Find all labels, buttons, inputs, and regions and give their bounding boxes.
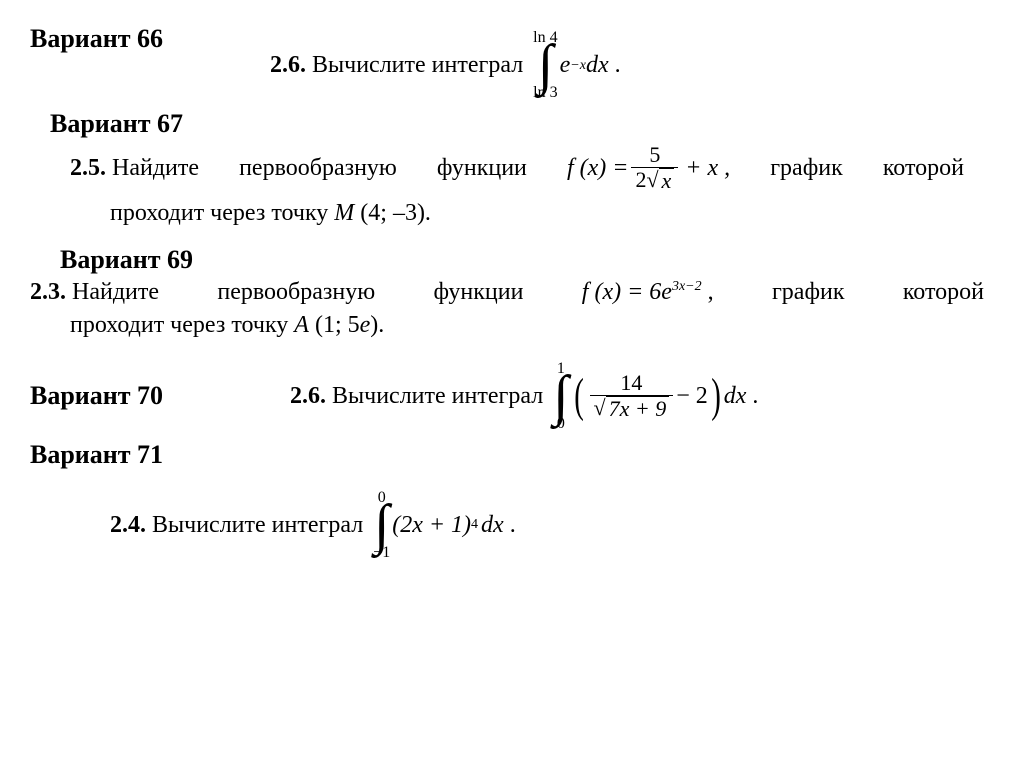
line2-text: проходит через точку — [70, 312, 288, 338]
integrand-exp: −x — [570, 58, 586, 74]
fraction: 14 √7x + 9 — [590, 371, 674, 421]
w2: первообразную — [239, 155, 397, 182]
period: . — [510, 512, 516, 539]
variant-67-label: Вариант 67 — [50, 109, 994, 139]
numerator: 14 — [616, 371, 646, 395]
w3: функции — [437, 155, 527, 182]
fx: f (x) = — [567, 155, 629, 182]
lower-limit: ln 3 — [533, 85, 557, 101]
fx-exp: 3x−2 — [672, 279, 702, 294]
integral-sign-icon: ∫ — [538, 46, 553, 85]
period: . — [615, 52, 621, 79]
problem-number: 2.6. — [290, 383, 326, 410]
variant-66-label: Вариант 66 — [30, 24, 270, 54]
minus-2: − 2 — [676, 383, 708, 410]
w4: график — [772, 279, 845, 306]
problem-2-4-v71: 2.4. Вычислите интеграл 0 ∫ −1 (2x + 1)4… — [110, 490, 994, 561]
rparen-icon: ) — [711, 384, 721, 408]
problem-text: Вычислите интеграл — [312, 52, 523, 79]
integral-sign-icon: ∫ — [553, 377, 568, 416]
dx: dx — [724, 383, 747, 410]
problem-text: Вычислите интеграл — [152, 512, 363, 539]
w5: которой — [883, 155, 964, 182]
integral-sign-icon: ∫ — [374, 506, 389, 545]
problem-number: 2.6. — [270, 52, 306, 79]
problem-2-5-line2: проходит через точку M (4; –3). — [30, 200, 994, 227]
lower-limit: 0 — [557, 416, 565, 432]
sqrt: √7x + 9 — [594, 396, 670, 421]
variant-71-label: Вариант 71 — [30, 440, 994, 470]
den-pre: 2 — [635, 168, 646, 192]
w2: первообразную — [217, 279, 375, 306]
pt-e: e — [360, 312, 371, 338]
integrand-exp: 4 — [471, 517, 478, 533]
dx: dx — [481, 512, 504, 539]
point-A: A — [294, 312, 309, 338]
point-M: M — [334, 200, 354, 226]
problem-2-6-v66: 2.6. Вычислите интеграл ln 4 ∫ ln 3 e−x … — [270, 30, 627, 101]
w1: Найдите — [112, 155, 199, 181]
problem-2-5-v67: 2.5. Найдите первообразную функции f (x)… — [70, 143, 970, 193]
lower-limit: −1 — [373, 545, 390, 561]
w3: функции — [433, 279, 523, 306]
point-val: (4; –3). — [360, 200, 431, 226]
numerator: 5 — [645, 143, 664, 167]
w1: Найдите — [72, 279, 159, 305]
pt-post: ). — [370, 312, 384, 338]
pt-pre: (1; 5 — [315, 312, 360, 338]
integral-expr: 1 ∫ 0 ( 14 √7x + 9 − 2 ) dx — [553, 361, 746, 432]
problem-2-3-v69: 2.3. Найдите первообразную функции f (x)… — [30, 279, 990, 306]
problem-number: 2.4. — [110, 512, 146, 539]
dx: dx — [586, 52, 609, 79]
integrand-pre: (2x + 1) — [392, 512, 471, 539]
plus-x: + x , — [685, 155, 730, 182]
problem-text: Вычислите интеграл — [332, 383, 543, 410]
variant-70-label: Вариант 70 — [30, 381, 290, 411]
radicand: x — [659, 168, 675, 193]
period: . — [752, 383, 758, 410]
fx-expr: f (x) = 6e — [582, 279, 672, 305]
problem-2-3-line2: проходит через точку A (1; 5e). — [30, 312, 994, 339]
w5: которой — [903, 279, 984, 306]
w4: график — [770, 155, 843, 182]
variant-69-label: Вариант 69 — [60, 245, 994, 275]
fraction: 5 2 √x — [631, 143, 678, 193]
integrand-base: e — [560, 52, 571, 79]
problem-number: 2.3. — [30, 279, 66, 305]
line2-text: проходит через точку — [110, 200, 328, 226]
comma: , — [708, 279, 714, 305]
sqrt: √x — [646, 168, 674, 193]
radicand: 7x + 9 — [606, 396, 670, 421]
problem-2-6-v70: 2.6. Вычислите интеграл 1 ∫ 0 ( 14 √7x +… — [290, 361, 764, 432]
problem-number: 2.5. — [70, 155, 106, 181]
integral-expr: 0 ∫ −1 (2x + 1)4 dx — [373, 490, 504, 561]
integral-expr: ln 4 ∫ ln 3 e−x dx — [533, 30, 608, 101]
lparen-icon: ( — [574, 384, 584, 408]
